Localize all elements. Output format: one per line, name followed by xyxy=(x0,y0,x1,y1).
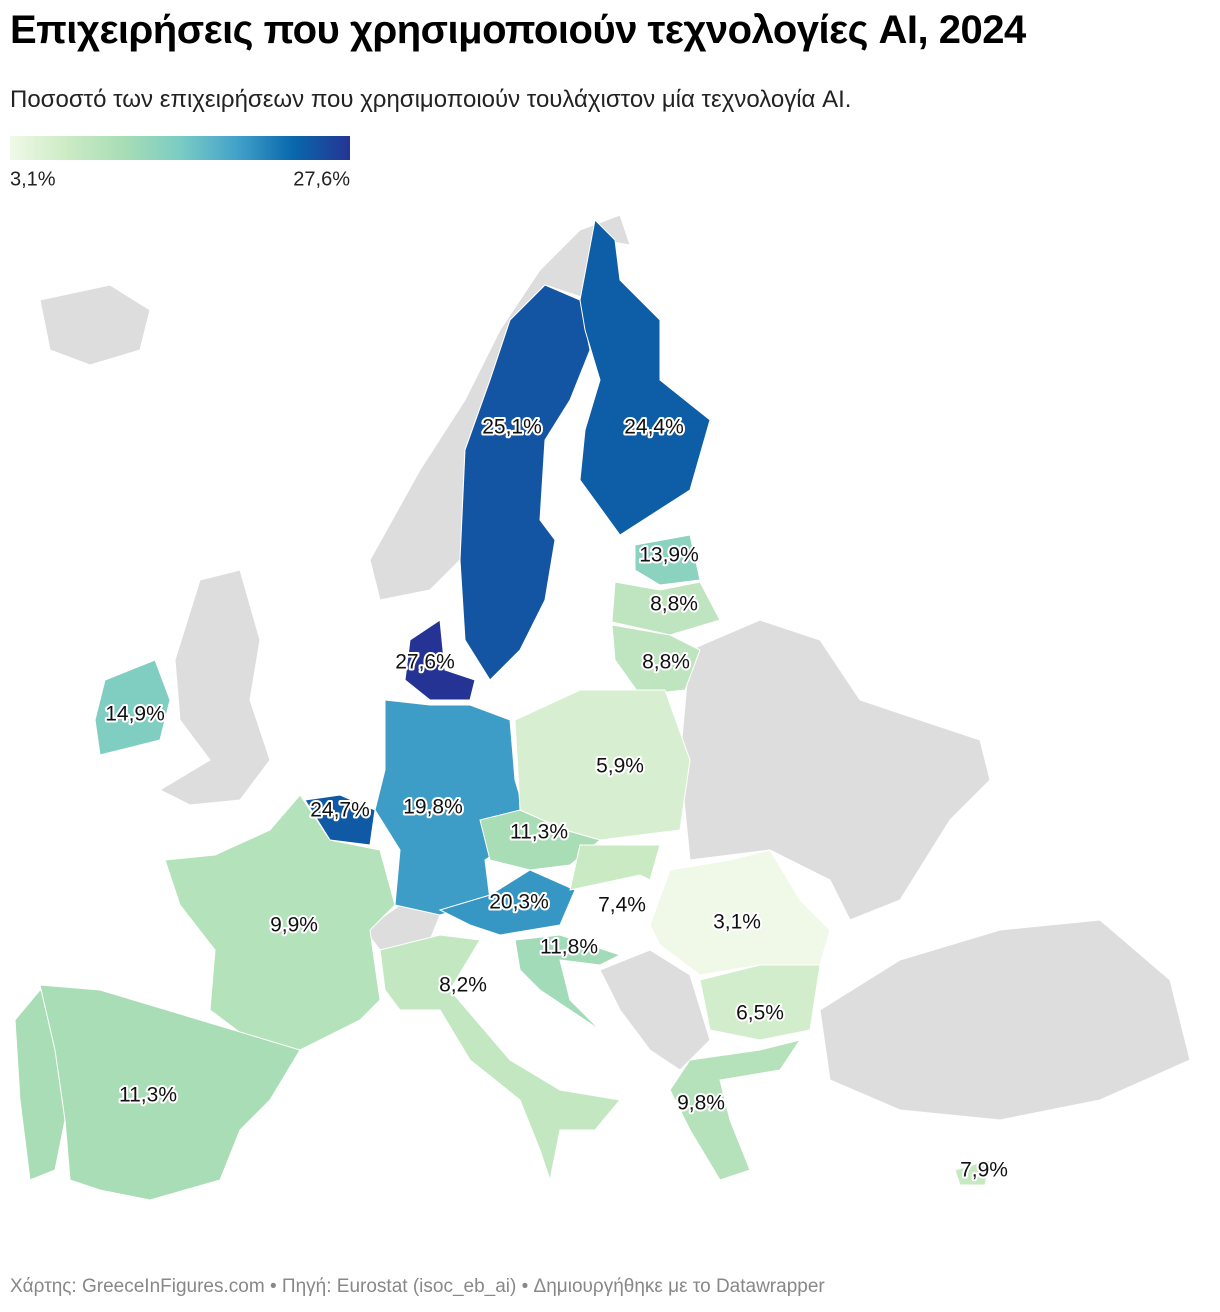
region xyxy=(39,984,301,1201)
value-label: 14,9% xyxy=(105,703,165,726)
value-label: 6,5% xyxy=(736,1002,784,1025)
value-label: 5,9% xyxy=(596,755,644,778)
subtitle: Ποσοστό των επιχειρήσεων που χρησιμοποιο… xyxy=(10,86,852,113)
value-label: 8,8% xyxy=(642,651,690,674)
value-label: 7,9% xyxy=(960,1159,1008,1182)
region xyxy=(569,844,661,891)
region xyxy=(379,934,621,1182)
region xyxy=(669,1039,802,1181)
legend-gradient xyxy=(10,136,350,160)
labels: 25,1% 24,4% 13,9% 8,8% 8,8% 27,6% 14,9% 24,7% 19… xyxy=(103,414,1010,1184)
regions xyxy=(14,218,991,1201)
region xyxy=(459,284,591,681)
value-label: 13,9% xyxy=(639,544,699,567)
region xyxy=(94,659,171,756)
region xyxy=(514,934,622,1031)
value-label: 24,4% xyxy=(624,416,684,439)
region xyxy=(611,624,701,696)
value-label: 8,2% xyxy=(439,974,487,997)
value-label: 7,4% xyxy=(598,894,646,917)
value-label: 8,8% xyxy=(650,593,698,616)
region xyxy=(579,218,711,536)
value-label: 25,1% xyxy=(482,416,542,439)
legend-min-label: 3,1% xyxy=(10,168,56,190)
value-label: 24,7% xyxy=(310,799,370,822)
legend-max-label: 27,6% xyxy=(293,168,350,190)
region xyxy=(634,534,701,586)
value-label: 11,3% xyxy=(510,821,568,844)
value-label: 27,6% xyxy=(395,651,455,674)
region xyxy=(374,699,531,916)
background-countries xyxy=(39,214,1191,1121)
region xyxy=(438,869,576,936)
value-label: 11,3% xyxy=(119,1084,177,1107)
region xyxy=(404,619,476,701)
title: Επιχειρήσεις που χρησιμοποιούν τεχνολογί… xyxy=(10,8,1026,52)
value-label: 9,8% xyxy=(677,1092,725,1115)
region xyxy=(954,1159,991,1186)
region xyxy=(611,581,721,636)
value-label: 9,9% xyxy=(270,914,318,937)
value-label: 19,8% xyxy=(403,796,463,819)
value-label: 20,3% xyxy=(489,891,549,914)
value-label: 3,1% xyxy=(713,911,761,934)
region xyxy=(699,964,821,1041)
footer: Χάρτης: GreeceInFigures.com • Πηγή: Euro… xyxy=(10,1276,825,1297)
value-label: 11,8% xyxy=(540,936,598,959)
